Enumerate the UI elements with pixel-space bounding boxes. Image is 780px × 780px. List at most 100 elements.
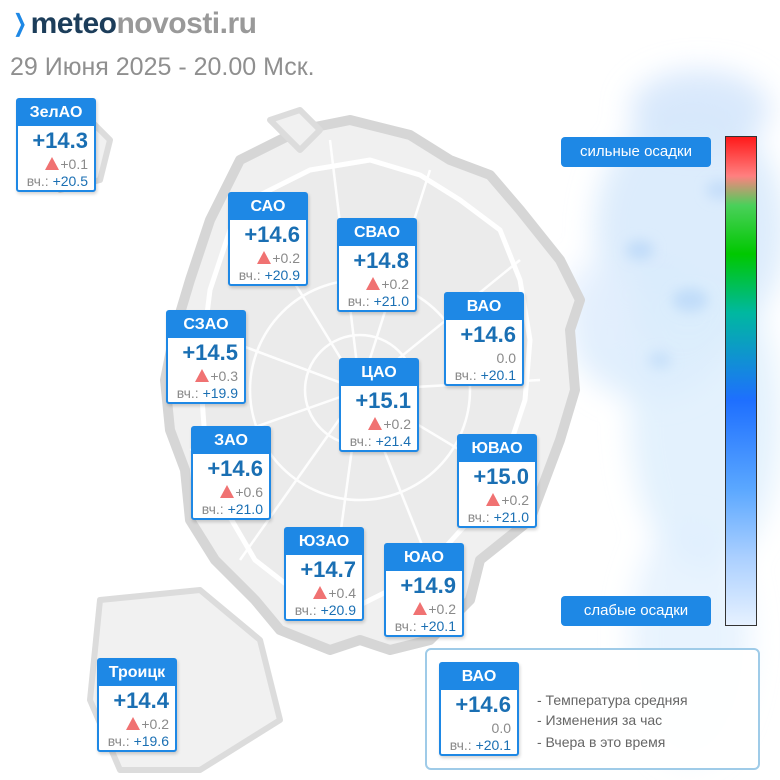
yesterday-label: вч.:: [107, 733, 130, 749]
district-card: ЦАО +15.1 +0.2 вч.: +21.4: [339, 358, 419, 452]
temperature-avg: +14.6: [207, 456, 263, 481]
hourly-change: +0.3: [195, 368, 238, 384]
temperature-avg: +14.6: [455, 692, 511, 717]
district-card: Троицк +14.4 +0.2 вч.: +19.6: [97, 658, 177, 752]
yesterday-temp: вч.: +20.5: [27, 173, 88, 189]
yesterday-label: вч.:: [238, 267, 261, 283]
yesterday-value: +19.9: [202, 385, 238, 401]
temperature-avg: +15.0: [473, 464, 529, 489]
change-value: +0.4: [328, 585, 356, 601]
yesterday-value: +20.5: [52, 173, 88, 189]
change-value: +0.2: [383, 416, 411, 432]
district-card: ЮВАО +15.0 +0.2 вч.: +21.0: [457, 434, 537, 528]
change-value: +0.3: [210, 368, 238, 384]
brand-name-part2: novosti.ru: [116, 7, 257, 40]
yesterday-value: +20.1: [480, 367, 516, 383]
hourly-change: +0.2: [413, 601, 456, 617]
district-name: ЮВАО: [459, 436, 535, 462]
yesterday-label: вч.:: [176, 385, 199, 401]
yesterday-temp: вч.: +21.0: [468, 509, 529, 525]
district-card: ЗелАО +14.3 +0.1 вч.: +20.5: [16, 98, 96, 192]
yesterday-label: вч.:: [349, 433, 372, 449]
brand-name-part1: meteo: [30, 7, 117, 40]
change-value: +0.1: [60, 156, 88, 172]
district-card: СВАО +14.8 +0.2 вч.: +21.0: [337, 218, 417, 312]
district-name: САО: [230, 194, 306, 220]
yesterday-value: +20.9: [264, 267, 300, 283]
district-name: ЗелАО: [18, 100, 94, 126]
rise-arrow-icon: [313, 586, 328, 599]
rise-arrow-icon: [366, 277, 381, 290]
change-value: 0.0: [491, 720, 511, 736]
district-card: ЮАО +14.9 +0.2 вч.: +20.1: [384, 543, 464, 637]
change-value: +0.2: [501, 492, 529, 508]
yesterday-label: вч.:: [347, 293, 370, 309]
temperature-avg: +14.7: [300, 557, 356, 582]
change-value: +0.6: [235, 484, 263, 500]
yesterday-temp: вч.: +20.9: [295, 602, 356, 618]
change-value: +0.2: [272, 250, 300, 266]
yesterday-label: вч.:: [467, 509, 490, 525]
district-name: ВАО: [446, 294, 522, 320]
yesterday-value: +20.1: [475, 737, 511, 753]
yesterday-label: вч.:: [454, 367, 477, 383]
temperature-avg: +14.3: [32, 128, 88, 153]
rise-arrow-icon: [45, 157, 60, 170]
district-name: СЗАО: [168, 312, 244, 338]
yesterday-temp: вч.: +21.0: [202, 501, 263, 517]
yesterday-value: +21.0: [493, 509, 529, 525]
legend-sample-card: ВАО +14.6 0.0 вч.: +20.1: [439, 662, 519, 756]
change-value: +0.2: [141, 716, 169, 732]
yesterday-label: вч.:: [394, 618, 417, 634]
brand-logo: ❯ meteonovosti.ru: [10, 6, 257, 44]
district-name: ЮЗАО: [286, 529, 362, 555]
temperature-avg: +14.8: [353, 248, 409, 273]
change-value: +0.2: [381, 276, 409, 292]
yesterday-value: +19.6: [133, 733, 169, 749]
rise-arrow-icon: [220, 485, 235, 498]
yesterday-value: +20.9: [320, 602, 356, 618]
temperature-avg: +14.9: [400, 573, 456, 598]
hourly-change: 0.0: [492, 720, 511, 736]
temperature-avg: +14.6: [460, 322, 516, 347]
yesterday-value: +21.0: [227, 501, 263, 517]
legend-line-change: - Изменения за час: [537, 712, 663, 728]
yesterday-temp: вч.: +20.1: [395, 618, 456, 634]
rise-arrow-icon: [413, 602, 428, 615]
district-name: ЮАО: [386, 545, 462, 571]
temperature-avg: +14.6: [244, 222, 300, 247]
yesterday-label: вч.:: [449, 737, 472, 753]
district-name: ВАО: [441, 664, 517, 690]
hourly-change: +0.6: [220, 484, 263, 500]
district-name: Троицк: [99, 660, 175, 686]
hourly-change: +0.2: [257, 250, 300, 266]
yesterday-temp: вч.: +21.0: [348, 293, 409, 309]
district-card: ЮЗАО +14.7 +0.4 вч.: +20.9: [284, 527, 364, 621]
district-card: СЗАО +14.5 +0.3 вч.: +19.9: [166, 310, 246, 404]
district-card: ВАО +14.6 0.0 вч.: +20.1: [444, 292, 524, 386]
yesterday-value: +21.0: [373, 293, 409, 309]
rise-arrow-icon: [195, 369, 210, 382]
rise-arrow-icon: [368, 417, 383, 430]
yesterday-temp: вч.: +19.6: [108, 733, 169, 749]
legend-box: ВАО +14.6 0.0 вч.: +20.1 - Температура с…: [425, 648, 760, 770]
legend-line-temperature: - Температура средняя: [537, 692, 688, 708]
temperature-avg: +14.5: [182, 340, 238, 365]
district-card: ЗАО +14.6 +0.6 вч.: +21.0: [191, 426, 271, 520]
page-title: 29 Июня 2025 - 20.00 Мск.: [10, 53, 315, 81]
yesterday-label: вч.:: [294, 602, 317, 618]
yesterday-label: вч.:: [26, 173, 49, 189]
rise-arrow-icon: [257, 251, 272, 264]
district-name: СВАО: [339, 220, 415, 246]
yesterday-temp: вч.: +19.9: [177, 385, 238, 401]
yesterday-temp: вч.: +20.9: [239, 267, 300, 283]
yesterday-value: +20.1: [420, 618, 456, 634]
yesterday-temp: вч.: +20.1: [455, 367, 516, 383]
hourly-change: +0.4: [313, 585, 356, 601]
legend-heavy-precip: сильные осадки: [561, 137, 711, 167]
rise-arrow-icon: [486, 493, 501, 506]
hourly-change: +0.2: [486, 492, 529, 508]
district-card: САО +14.6 +0.2 вч.: +20.9: [228, 192, 308, 286]
yesterday-temp: вч.: +20.1: [450, 737, 511, 753]
